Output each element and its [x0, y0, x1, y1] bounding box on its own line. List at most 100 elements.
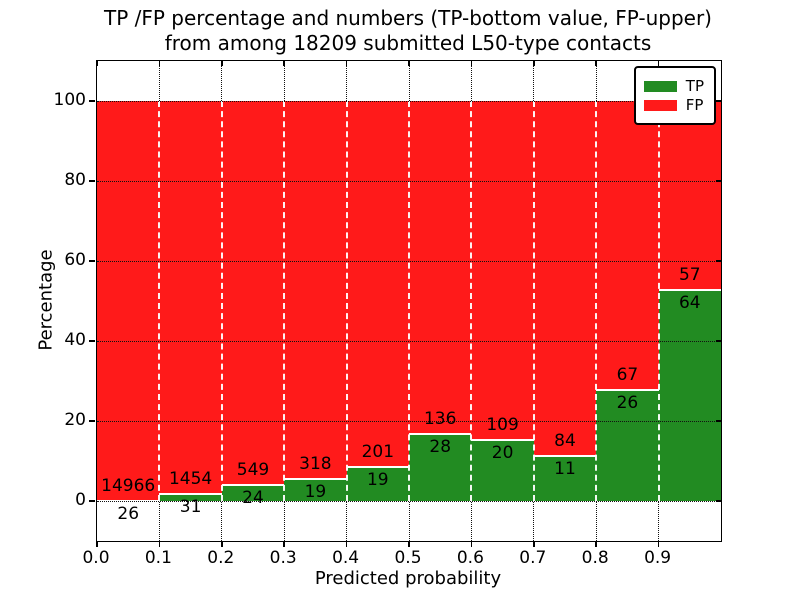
fp-count-label: 1454: [168, 468, 213, 489]
x-tick-mark-top: [470, 61, 473, 66]
horizontal-gridline: [97, 100, 721, 102]
x-tick-label: 0.4: [332, 548, 360, 568]
x-tick-label: 0.6: [456, 548, 484, 568]
legend-item-fp: FP: [643, 95, 704, 114]
bar-segment-fp: [471, 101, 534, 439]
tp-count-label: 26: [117, 504, 140, 525]
x-tick-mark: [533, 541, 535, 547]
bar-segment-fp: [346, 101, 409, 467]
tp-count-label: 24: [242, 488, 264, 509]
bar-separator: [408, 101, 410, 501]
bar-segment-tp: [658, 289, 721, 501]
bar-segment-fp: [97, 101, 160, 501]
bar-segment-fp: [533, 101, 597, 455]
y-tick-mark: [89, 420, 95, 422]
tp-count-label: 26: [616, 393, 639, 414]
bar-segment-tp: [346, 466, 409, 501]
x-tick-mark-top: [345, 61, 348, 66]
x-tick-label: 0.0: [82, 548, 110, 568]
x-tick-mark: [345, 541, 348, 547]
x-tick-label: 0.2: [207, 548, 235, 568]
chart-title: TP /FP percentage and numbers (TP-bottom…: [96, 6, 720, 56]
bar-segment-tp: [471, 438, 534, 501]
bar-separator: [595, 101, 598, 501]
x-tick-mark: [470, 541, 473, 547]
tp-count-label: 31: [179, 496, 202, 517]
x-tick-mark-top: [533, 61, 535, 66]
tp-count-label: 28: [429, 436, 452, 457]
bar-segment-tp: [409, 432, 472, 501]
bar-segment-fp: [596, 101, 659, 390]
x-tick-mark-top: [96, 61, 98, 66]
x-tick-label: 0.7: [519, 548, 547, 568]
bar-segment-fp: [409, 101, 472, 433]
y-tick-mark: [89, 260, 95, 262]
tp-count-label: 64: [678, 293, 701, 314]
tp-count-label: 19: [366, 470, 389, 491]
legend-label-fp: FP: [685, 95, 704, 114]
tp-swatch: [643, 80, 677, 92]
x-tick-mark: [221, 541, 223, 547]
x-tick-mark-top: [221, 61, 223, 66]
y-tick-label: 40: [64, 330, 86, 350]
y-tick-mark-right: [716, 420, 721, 422]
bar-separator: [283, 101, 286, 501]
fp-count-label: 67: [616, 365, 639, 386]
legend-item-tp: TP: [643, 78, 704, 94]
x-tick-mark: [408, 541, 410, 547]
horizontal-gridline: [97, 260, 721, 262]
y-tick-mark-right: [716, 340, 721, 342]
y-tick-mark-right: [716, 180, 721, 182]
bar-segment-tp: [221, 484, 285, 501]
x-tick-mark-top: [158, 61, 161, 66]
x-tick-mark: [657, 541, 660, 547]
horizontal-gridline: [97, 500, 721, 502]
legend: TP FP: [633, 66, 716, 125]
fp-count-label: 136: [423, 408, 457, 429]
x-tick-label: 0.5: [394, 548, 422, 568]
bar-segment-fp: [221, 101, 285, 485]
x-tick-mark: [96, 541, 98, 547]
fp-count-label: 201: [361, 442, 395, 463]
x-axis-label: Predicted probability: [314, 568, 502, 589]
y-tick-mark-right: [716, 260, 721, 262]
x-tick-label: 0.1: [144, 548, 172, 568]
bar-segment-tp: [284, 478, 347, 501]
x-tick-mark-top: [657, 61, 660, 66]
fp-count-label: 549: [236, 460, 270, 481]
horizontal-gridline: [97, 180, 721, 182]
x-tick-mark-top: [283, 61, 285, 66]
fp-count-label: 109: [486, 414, 519, 435]
bar-separator: [470, 101, 473, 501]
y-tick-label: 20: [64, 410, 86, 430]
y-tick-mark-right: [716, 500, 721, 502]
bar-segment-fp: [159, 101, 222, 493]
y-tick-label: 0: [75, 490, 86, 510]
horizontal-gridline: [97, 340, 721, 342]
fp-count-label: 84: [554, 430, 576, 451]
y-tick-mark: [89, 180, 95, 182]
x-tick-mark-top: [595, 61, 597, 66]
y-tick-label: 60: [64, 250, 86, 270]
bar-separator: [220, 101, 223, 501]
horizontal-gridline: [97, 420, 721, 422]
y-tick-mark: [89, 500, 95, 502]
bar-separator: [158, 101, 161, 501]
chart-title-line2: from among 18209 submitted L50-type cont…: [164, 31, 652, 55]
tp-count-label: 20: [491, 442, 514, 463]
bar-segment-tp: [596, 389, 659, 501]
chart-title-line1: TP /FP percentage and numbers (TP-bottom…: [104, 6, 712, 30]
bar-segment-tp: [159, 492, 222, 501]
tp-count-label: 19: [304, 482, 327, 503]
y-tick-mark: [89, 100, 95, 102]
x-tick-mark: [595, 541, 597, 547]
bar-segment-fp: [284, 101, 347, 479]
x-tick-mark: [283, 541, 285, 547]
y-tick-mark-right: [716, 100, 721, 102]
y-tick-label: 100: [53, 90, 86, 110]
x-tick-mark-top: [408, 61, 410, 66]
x-tick-mark: [158, 541, 161, 547]
bar-segment-fp: [658, 101, 721, 290]
bar-segment-tp: [533, 454, 597, 501]
